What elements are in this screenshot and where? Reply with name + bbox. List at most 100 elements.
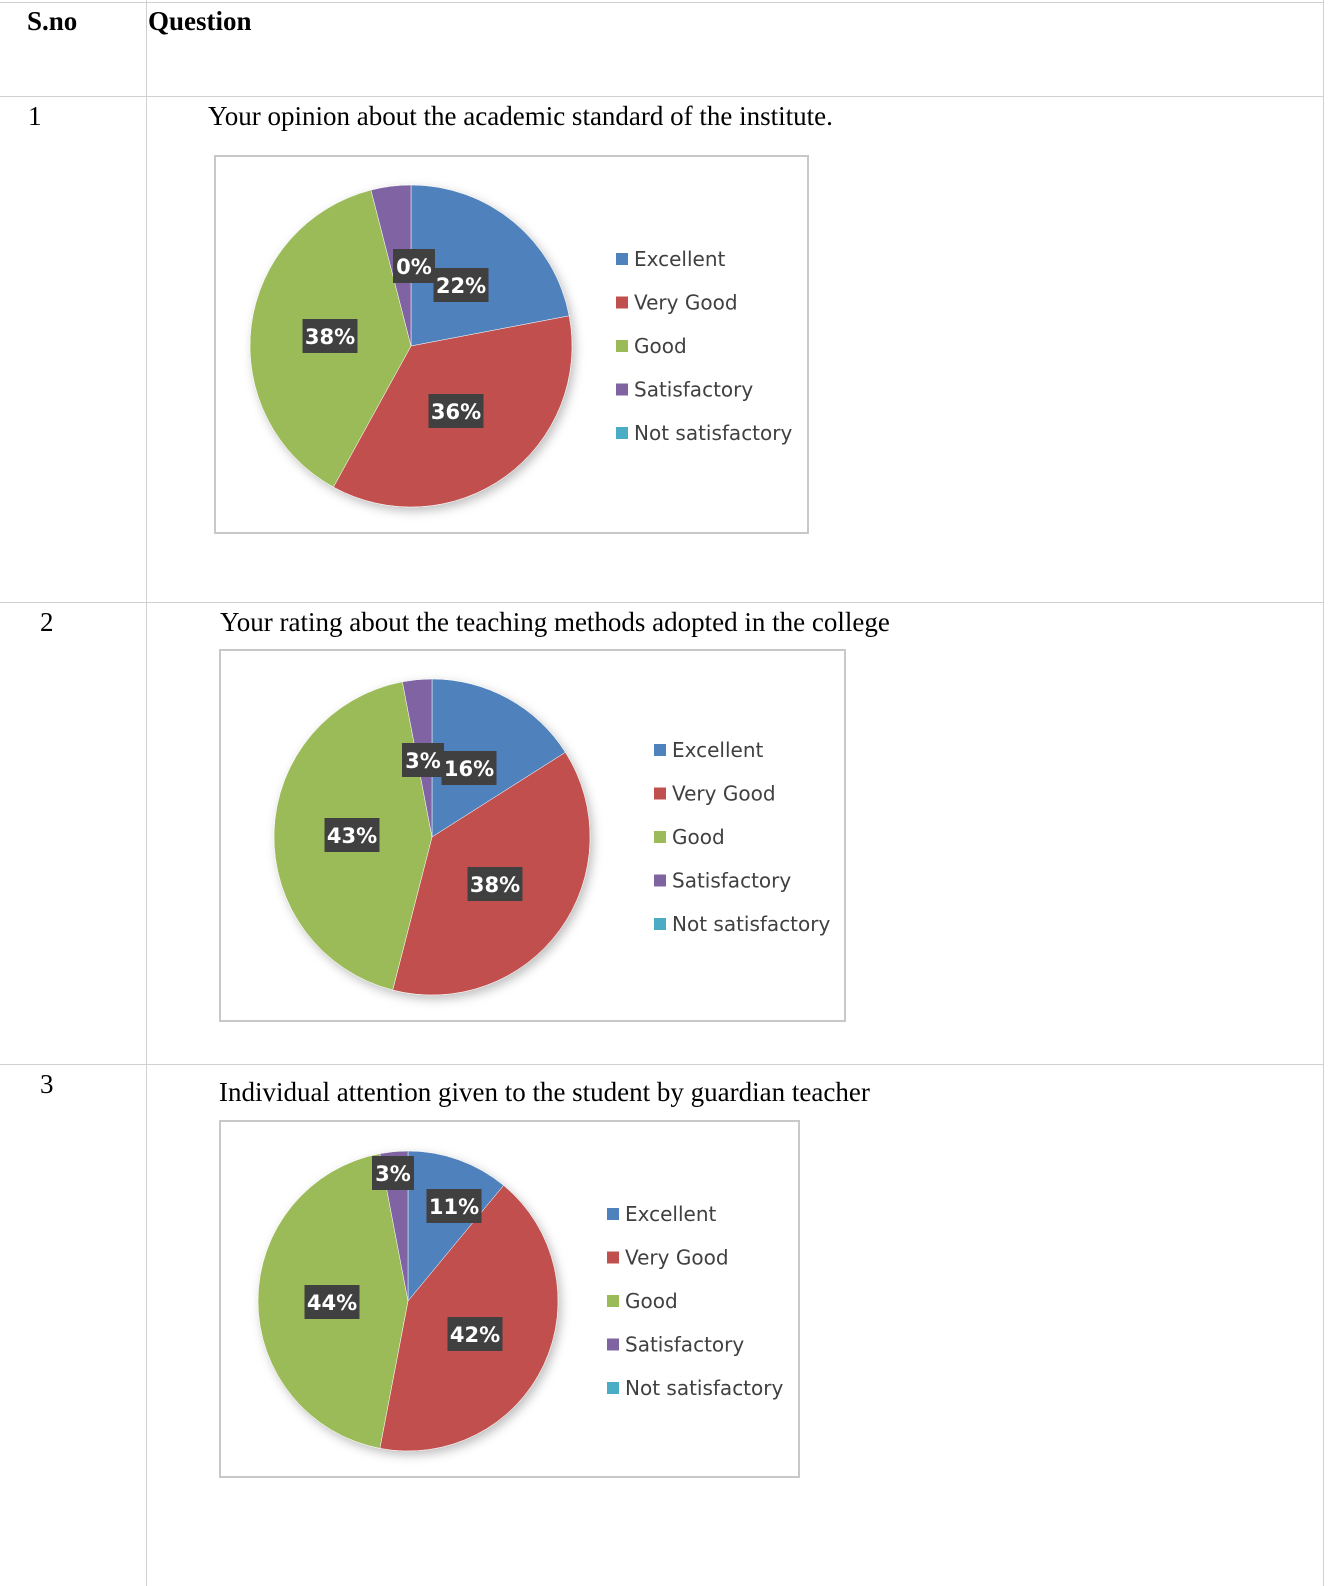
pie-slice-excellent xyxy=(431,678,566,838)
data-label: 43% xyxy=(324,818,380,852)
data-label: 0% xyxy=(393,249,435,283)
legend-swatch xyxy=(654,787,666,800)
legend-label: Not satisfactory xyxy=(634,421,792,445)
data-label: 42% xyxy=(447,1317,503,1351)
legend-swatch xyxy=(607,1338,619,1351)
chart-legend: Excellent Very Good Good Satisfactory Not sa… xyxy=(607,1202,783,1400)
legend-item: Not satisfactory xyxy=(654,912,830,936)
table-right-border xyxy=(1323,0,1324,1586)
question-text: Your rating about the teaching methods a… xyxy=(220,607,890,637)
svg-text:44%: 44% xyxy=(307,1291,357,1315)
pie-chart-individual-attention: 11% 42% 44% 3% Excellent Very Good Good Satisfa… xyxy=(219,1120,800,1478)
svg-text:38%: 38% xyxy=(305,325,355,349)
svg-text:22%: 22% xyxy=(436,274,486,298)
data-label: 38% xyxy=(302,319,358,353)
data-label: 3% xyxy=(402,743,444,777)
data-label: 38% xyxy=(467,867,523,901)
legend-label: Good xyxy=(634,334,687,358)
pie-chart-svg: 16% 38% 43% 3% Excellent Very Good Good Satisfa… xyxy=(273,678,830,996)
row-number: 3 xyxy=(40,1069,54,1099)
row-number: 2 xyxy=(40,607,54,637)
legend-label: Satisfactory xyxy=(634,378,753,402)
data-label: 22% xyxy=(433,268,489,302)
legend-swatch xyxy=(616,296,628,309)
question-column-header: Question xyxy=(148,6,252,36)
legend-swatch xyxy=(607,1208,619,1220)
chart-legend: Excellent Very Good Good Satisfactory Not sa… xyxy=(616,247,792,445)
legend-item: Good xyxy=(616,334,687,358)
legend-item: Good xyxy=(654,825,725,849)
svg-text:36%: 36% xyxy=(431,400,481,424)
data-label: 11% xyxy=(426,1189,482,1223)
row-number: 1 xyxy=(28,101,42,131)
legend-label: Not satisfactory xyxy=(625,1376,783,1400)
svg-text:3%: 3% xyxy=(405,749,441,773)
legend-label: Excellent xyxy=(625,1202,717,1226)
legend-label: Excellent xyxy=(672,738,764,762)
pie-slices xyxy=(273,678,591,996)
legend-item: Excellent xyxy=(607,1202,717,1226)
question-text: Your opinion about the academic standard… xyxy=(208,101,833,131)
svg-text:16%: 16% xyxy=(444,757,494,781)
pie-chart-academic-standard: 22% 36% 38% 0% Excellent Very Good Good Satisfa… xyxy=(214,155,809,534)
legend-swatch xyxy=(654,874,666,887)
legend-item: Very Good xyxy=(616,291,738,315)
legend-label: Not satisfactory xyxy=(672,912,830,936)
pie-slices xyxy=(257,1150,559,1452)
legend-item: Excellent xyxy=(654,738,764,762)
legend-item: Excellent xyxy=(616,247,726,271)
legend-swatch xyxy=(616,253,628,265)
pie-chart-teaching-methods: 16% 38% 43% 3% Excellent Very Good Good Satisfa… xyxy=(219,649,846,1022)
legend-swatch xyxy=(654,831,666,843)
svg-text:11%: 11% xyxy=(429,1195,479,1219)
legend-label: Satisfactory xyxy=(672,869,791,893)
legend-label: Good xyxy=(672,825,725,849)
legend-item: Very Good xyxy=(607,1246,729,1270)
legend-label: Satisfactory xyxy=(625,1333,744,1357)
legend-swatch xyxy=(607,1382,619,1394)
row-divider xyxy=(0,1064,1324,1065)
pie-slice-excellent xyxy=(410,184,570,347)
data-label: 16% xyxy=(441,751,497,785)
legend-item: Very Good xyxy=(654,782,776,806)
pie-chart-svg: 22% 36% 38% 0% Excellent Very Good Good Satisfa… xyxy=(249,184,792,508)
legend-item: Satisfactory xyxy=(607,1333,744,1357)
legend-item: Satisfactory xyxy=(616,378,753,402)
table-top-border xyxy=(0,2,1324,3)
legend-swatch xyxy=(607,1295,619,1307)
legend-item: Not satisfactory xyxy=(607,1376,783,1400)
data-label: 36% xyxy=(428,394,484,428)
svg-text:42%: 42% xyxy=(450,1323,500,1347)
chart-legend: Excellent Very Good Good Satisfactory Not sa… xyxy=(654,738,830,936)
legend-label: Very Good xyxy=(634,291,738,315)
legend-item: Good xyxy=(607,1289,678,1313)
question-text: Individual attention given to the studen… xyxy=(219,1077,870,1107)
legend-swatch xyxy=(616,340,628,352)
legend-swatch xyxy=(616,427,628,439)
svg-text:38%: 38% xyxy=(470,873,520,897)
sno-column-header: S.no xyxy=(27,6,78,36)
legend-swatch xyxy=(654,744,666,756)
svg-text:0%: 0% xyxy=(396,255,432,279)
table-column-divider xyxy=(146,0,147,1586)
legend-label: Excellent xyxy=(634,247,726,271)
legend-swatch xyxy=(616,383,628,396)
legend-swatch xyxy=(654,918,666,930)
header-row-divider xyxy=(0,96,1324,97)
legend-item: Not satisfactory xyxy=(616,421,792,445)
row-divider xyxy=(0,602,1324,603)
pie-slice-excellent xyxy=(407,1150,504,1302)
legend-label: Very Good xyxy=(625,1246,729,1270)
data-label: 44% xyxy=(304,1285,360,1319)
svg-text:43%: 43% xyxy=(327,824,377,848)
pie-slices xyxy=(249,184,573,508)
legend-label: Good xyxy=(625,1289,678,1313)
legend-swatch xyxy=(607,1251,619,1264)
pie-slice-satisfactory xyxy=(370,184,412,347)
svg-text:3%: 3% xyxy=(375,1162,411,1186)
legend-item: Satisfactory xyxy=(654,869,791,893)
data-label: 3% xyxy=(372,1156,414,1190)
pie-chart-svg: 11% 42% 44% 3% Excellent Very Good Good Satisfa… xyxy=(257,1150,783,1452)
legend-label: Very Good xyxy=(672,782,776,806)
